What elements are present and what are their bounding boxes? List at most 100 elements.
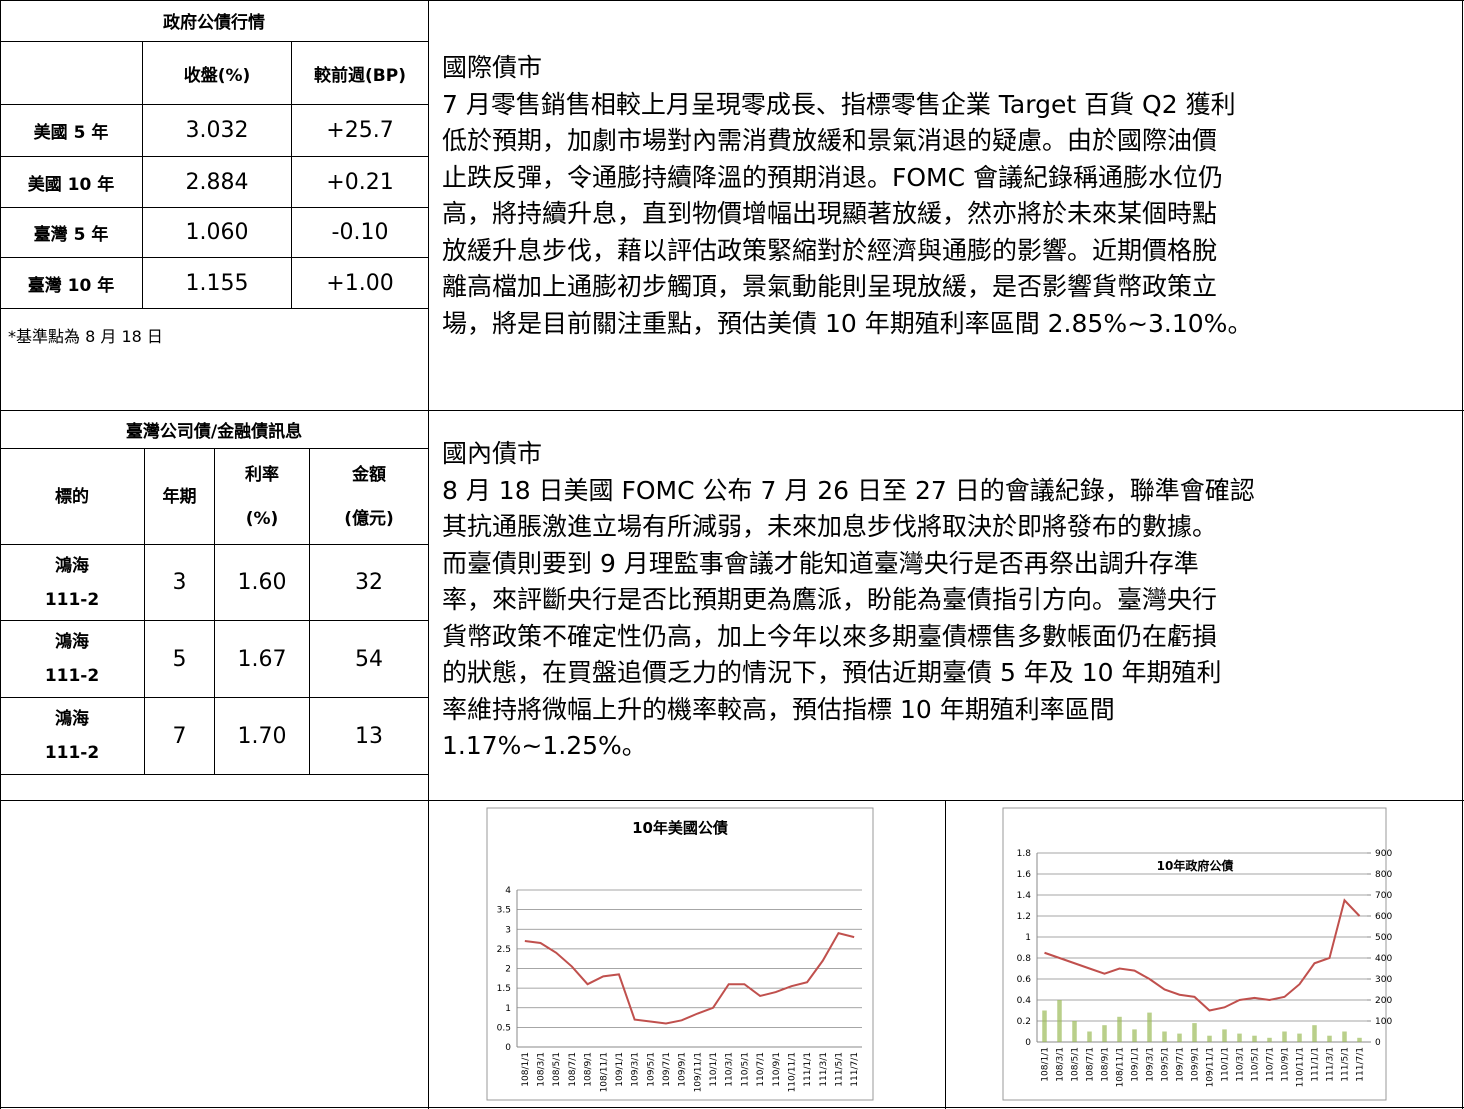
x-tick-label: 110/7/1	[756, 1052, 766, 1087]
x-tick-label: 108/1/1	[1041, 1047, 1051, 1082]
x-tick-label: 109/3/1	[1146, 1047, 1156, 1082]
x-tick-label: 108/3/1	[537, 1052, 547, 1087]
header-cell	[0, 42, 143, 105]
table-cell-text: 鴻海	[55, 632, 89, 652]
text-line: 率維持將微幅上升的機率較高，預估指標 10 年期殖利率區間	[442, 694, 1115, 724]
bar	[1222, 1029, 1227, 1042]
bar	[1147, 1012, 1152, 1042]
domestic-title: 國內債市	[442, 439, 543, 468]
table-cell-text: 1.70	[237, 723, 287, 749]
text-line: 1.17%~1.25%。	[442, 731, 647, 760]
border	[0, 1107, 1464, 1108]
x-tick-label: 111/7/1	[850, 1052, 860, 1087]
text-line: 8 月 18 日美國 FOMC 公布 7 月 26 日至 27 日的會議紀錄，聯…	[442, 475, 1255, 505]
y-tick-label: 1.6	[1017, 870, 1032, 880]
y2-tick-label: 300	[1375, 975, 1392, 985]
table-title: 臺灣公司債/金融債訊息	[0, 411, 429, 449]
x-tick-label: 108/5/1	[552, 1052, 562, 1087]
y2-tick-label: 800	[1375, 870, 1392, 880]
table-cell-text: 111-2	[44, 589, 100, 610]
table-cell-text: +25.7	[326, 118, 394, 143]
y-tick-label: 1	[1025, 933, 1031, 943]
bar	[1162, 1031, 1167, 1042]
x-tick-label: 108/7/1	[568, 1052, 578, 1087]
text-line: 止跌反彈，令通膨持續降溫的預期消退。FOMC 會議紀錄稱通膨水位仍	[442, 162, 1224, 192]
header-cell: 較前週(BP)	[292, 42, 429, 105]
bar	[1297, 1033, 1302, 1042]
header-cell: 收盤(%)	[143, 42, 292, 105]
y-tick-label: 0.4	[1017, 996, 1032, 1006]
note-text: *基準點為 8 月 18 日	[8, 327, 163, 346]
bar	[1102, 1025, 1107, 1042]
intl-title: 國際債市	[442, 53, 543, 82]
table-cell: 7	[145, 698, 215, 775]
y-tick-label: 0.5	[497, 1023, 511, 1033]
chart-frame	[1002, 807, 1387, 1101]
x-tick-label: 110/1/1	[709, 1052, 719, 1087]
text-line: 率，來評斷央行是否比預期更為鷹派，盼能為臺債指引方向。臺灣央行	[442, 585, 1218, 614]
table-cell-text: 5	[172, 646, 187, 672]
y-tick-label: 0.2	[1017, 1017, 1031, 1027]
table-cell-text: 1.67	[237, 646, 287, 672]
table-cell-text: 鴻海	[55, 709, 89, 729]
x-tick-label: 109/9/1	[678, 1052, 688, 1087]
x-tick-label: 109/7/1	[662, 1052, 672, 1087]
x-tick-label: 111/3/1	[819, 1052, 829, 1087]
table-cell-text: 13	[355, 723, 383, 749]
table-cell-text: +1.00	[326, 270, 394, 296]
y-tick-label: 0	[1025, 1038, 1031, 1048]
x-tick-label: 109/5/1	[1161, 1047, 1171, 1082]
header-cell-text: 利率	[245, 464, 279, 485]
domestic-section: 國內債市 8 月 18 日美國 FOMC 公布 7 月 26 日至 27 日的會議…	[442, 436, 1255, 765]
header-cell: 金額 (億元)	[310, 449, 429, 545]
y-tick-label: 0.8	[1017, 954, 1032, 964]
x-tick-label: 110/11/1	[1296, 1047, 1306, 1087]
header-cell-text: 收盤(%)	[183, 65, 251, 86]
table-cell-text: 臺灣 10 年	[27, 275, 115, 296]
table-cell: 1.155	[143, 258, 292, 309]
border	[0, 0, 1, 1109]
y2-tick-label: 500	[1375, 933, 1392, 943]
y-tick-label: 1.8	[1017, 849, 1032, 859]
table-cell-text: 2.884	[185, 169, 249, 195]
table-cell: 鴻海 111-2	[0, 621, 145, 698]
y2-tick-label: 400	[1375, 954, 1392, 964]
y-tick-label: 1.2	[1017, 912, 1031, 922]
x-tick-label: 110/9/1	[772, 1052, 782, 1087]
x-tick-label: 109/1/1	[615, 1052, 625, 1087]
table-cell-text: 1.155	[185, 270, 249, 296]
text-line: 的狀態，在買盤追價乏力的情況下，預估近期臺債 5 年及 10 年期殖利	[442, 658, 1222, 687]
text-line: 放緩升息步伐，藉以評估政策緊縮對於經濟與通膨的影響。近期價格脫	[442, 235, 1218, 265]
table-cell-text: +0.21	[326, 169, 394, 195]
divider	[0, 410, 1464, 411]
bar	[1072, 1021, 1077, 1042]
table-cell: 2.884	[143, 157, 292, 208]
table-cell: 1.67	[215, 621, 310, 698]
divider	[945, 800, 946, 1109]
header-cell-text: 金額	[352, 464, 386, 485]
bar	[1282, 1031, 1287, 1042]
y2-tick-label: 200	[1375, 996, 1392, 1006]
header-cell: 標的	[0, 449, 145, 545]
bar	[1057, 1000, 1062, 1042]
table-cell: +1.00	[292, 258, 429, 309]
x-tick-label: 110/5/1	[1251, 1047, 1261, 1082]
x-tick-label: 110/3/1	[725, 1052, 735, 1087]
x-tick-label: 109/11/1	[1206, 1047, 1216, 1087]
line-series	[524, 932, 855, 1025]
table-cell: 1.060	[143, 208, 292, 258]
y-tick-label: 0.6	[1017, 975, 1032, 985]
x-tick-label: 108/9/1	[1101, 1047, 1111, 1082]
header-cell-text: (億元)	[344, 508, 394, 529]
table-cell-text: 1.60	[237, 570, 287, 595]
text-line: 高，將持續升息，直到物價增幅出現顯著放緩，然亦將於未來某個時點	[442, 199, 1218, 228]
bar	[1042, 1010, 1047, 1042]
table-cell: 美國 10 年	[0, 157, 143, 208]
header-cell-text: 標的	[55, 486, 89, 507]
x-tick-label: 111/5/1	[834, 1052, 844, 1087]
table-cell: 美國 5 年	[0, 105, 143, 157]
text-line: 7 月零售銷售相較上月呈現零成長、指標零售企業 Target 百貨 Q2 獲利	[442, 89, 1236, 119]
y2-tick-label: 600	[1375, 912, 1392, 922]
table-cell-text: 臺灣 5 年	[33, 225, 109, 245]
